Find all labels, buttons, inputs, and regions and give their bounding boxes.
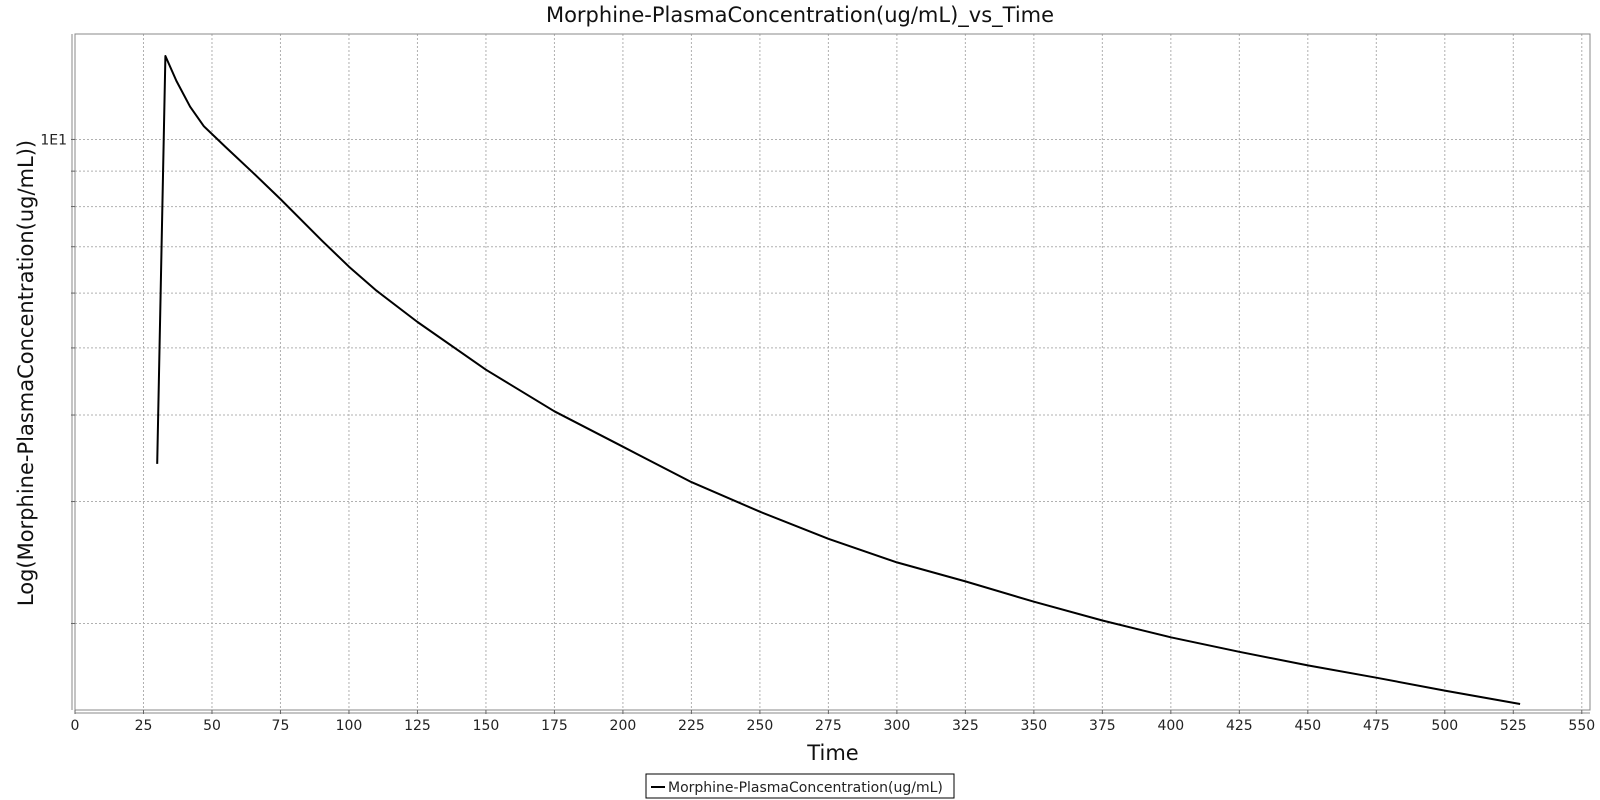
y-tick-label: 1E1: [40, 132, 67, 148]
x-tick-label: 25: [135, 718, 153, 734]
x-tick-label: 125: [404, 718, 431, 734]
series-line: [156, 55, 1521, 705]
x-tick-label: 475: [1363, 718, 1390, 734]
x-tick-label: 350: [1020, 718, 1047, 734]
x-axis-title: Time: [806, 741, 858, 765]
x-tick-label: 150: [473, 718, 500, 734]
x-tick-label: 525: [1500, 718, 1527, 734]
y-axis-ticks: 1E1: [40, 132, 75, 624]
x-tick-label: 225: [678, 718, 705, 734]
x-tick-label: 200: [610, 718, 637, 734]
plot-border: [74, 33, 1591, 711]
x-tick-label: 375: [1089, 718, 1116, 734]
x-tick-label: 100: [336, 718, 363, 734]
x-tick-label: 275: [815, 718, 842, 734]
x-tick-label: 400: [1157, 718, 1184, 734]
x-axis-ticks: 0 25 50 75 100 125 150 175 200 225 250 275 300 325 350…: [71, 710, 1595, 734]
legend: Morphine-PlasmaConcentration(ug/mL): [645, 773, 955, 799]
x-tick-label: 50: [203, 718, 221, 734]
axes: [71, 33, 1591, 714]
y-axis-title: Log(Morphine-PlasmaConcentration(ug/mL)): [14, 140, 38, 606]
x-tick-label: 425: [1226, 718, 1253, 734]
x-tick-label: 325: [952, 718, 979, 734]
plot-area: [75, 34, 1590, 710]
series: [156, 55, 1521, 705]
legend-label: Morphine-PlasmaConcentration(ug/mL): [668, 780, 943, 796]
chart-title: Morphine-PlasmaConcentration(ug/mL)_vs_T…: [546, 3, 1054, 28]
x-tick-label: 450: [1294, 718, 1321, 734]
x-tick-label: 300: [884, 718, 911, 734]
x-tick-label: 500: [1431, 718, 1458, 734]
x-tick-label: 175: [541, 718, 568, 734]
x-tick-label: 75: [272, 718, 290, 734]
x-tick-label: 550: [1568, 718, 1595, 734]
x-tick-label: 250: [747, 718, 774, 734]
legend-box: [645, 773, 955, 799]
x-tick-label: 0: [71, 718, 80, 734]
